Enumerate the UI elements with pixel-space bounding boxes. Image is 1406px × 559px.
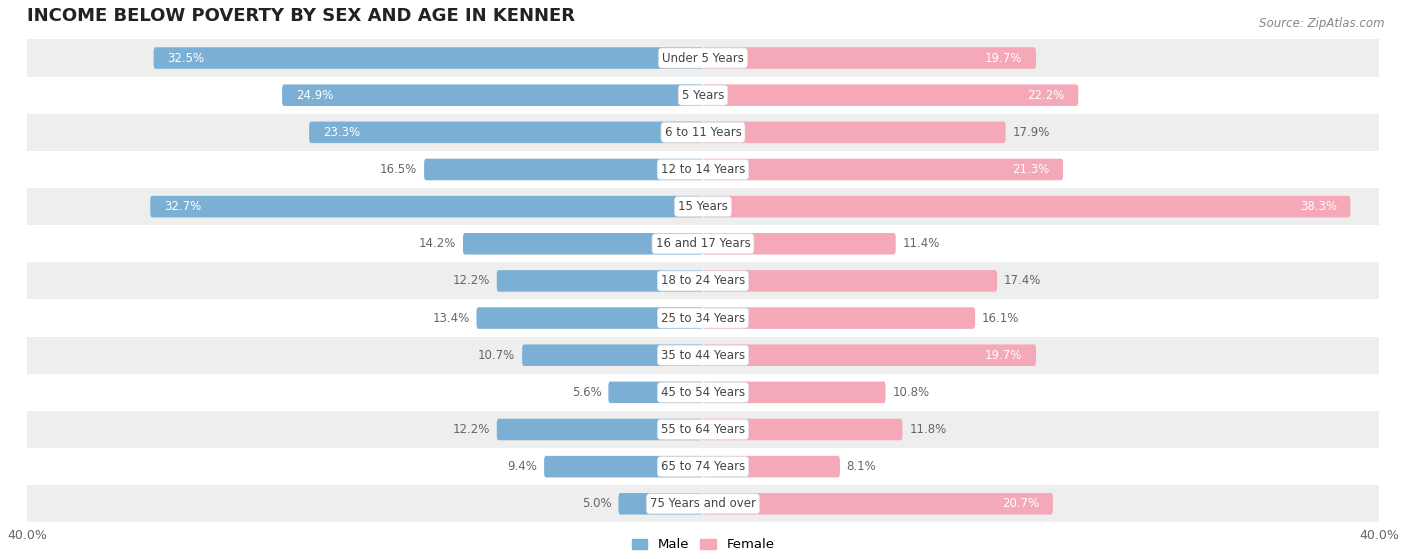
FancyBboxPatch shape [27, 225, 1379, 262]
Text: 35 to 44 Years: 35 to 44 Years [661, 349, 745, 362]
Text: 13.4%: 13.4% [433, 311, 470, 325]
Text: 8.1%: 8.1% [846, 460, 876, 473]
Text: 19.7%: 19.7% [986, 349, 1022, 362]
Text: 5 Years: 5 Years [682, 89, 724, 102]
FancyBboxPatch shape [703, 456, 839, 477]
FancyBboxPatch shape [153, 48, 703, 69]
Text: 32.7%: 32.7% [163, 200, 201, 213]
Text: INCOME BELOW POVERTY BY SEX AND AGE IN KENNER: INCOME BELOW POVERTY BY SEX AND AGE IN K… [27, 7, 575, 25]
Text: 6 to 11 Years: 6 to 11 Years [665, 126, 741, 139]
FancyBboxPatch shape [27, 300, 1379, 337]
Text: 32.5%: 32.5% [167, 51, 204, 64]
Text: 24.9%: 24.9% [295, 89, 333, 102]
FancyBboxPatch shape [150, 196, 703, 217]
FancyBboxPatch shape [463, 233, 703, 254]
Text: 20.7%: 20.7% [1002, 498, 1039, 510]
FancyBboxPatch shape [477, 307, 703, 329]
FancyBboxPatch shape [27, 448, 1379, 485]
Text: 16.5%: 16.5% [380, 163, 418, 176]
Text: 12.2%: 12.2% [453, 274, 491, 287]
Text: 9.4%: 9.4% [508, 460, 537, 473]
FancyBboxPatch shape [703, 419, 903, 440]
Text: 23.3%: 23.3% [323, 126, 360, 139]
FancyBboxPatch shape [703, 382, 886, 403]
Text: 5.6%: 5.6% [572, 386, 602, 399]
FancyBboxPatch shape [522, 344, 703, 366]
FancyBboxPatch shape [544, 456, 703, 477]
Text: Under 5 Years: Under 5 Years [662, 51, 744, 64]
Text: 12.2%: 12.2% [453, 423, 491, 436]
Text: 17.9%: 17.9% [1012, 126, 1050, 139]
Text: 10.8%: 10.8% [893, 386, 929, 399]
FancyBboxPatch shape [27, 262, 1379, 300]
Text: 21.3%: 21.3% [1012, 163, 1049, 176]
FancyBboxPatch shape [703, 48, 1036, 69]
Text: 12 to 14 Years: 12 to 14 Years [661, 163, 745, 176]
FancyBboxPatch shape [27, 411, 1379, 448]
FancyBboxPatch shape [27, 374, 1379, 411]
Text: 14.2%: 14.2% [419, 237, 456, 250]
Text: 75 Years and over: 75 Years and over [650, 498, 756, 510]
Text: 25 to 34 Years: 25 to 34 Years [661, 311, 745, 325]
Text: 38.3%: 38.3% [1301, 200, 1337, 213]
FancyBboxPatch shape [619, 493, 703, 515]
Text: 11.4%: 11.4% [903, 237, 939, 250]
FancyBboxPatch shape [425, 159, 703, 180]
FancyBboxPatch shape [703, 307, 976, 329]
Text: 15 Years: 15 Years [678, 200, 728, 213]
Legend: Male, Female: Male, Female [626, 533, 780, 557]
Text: 18 to 24 Years: 18 to 24 Years [661, 274, 745, 287]
Text: 16 and 17 Years: 16 and 17 Years [655, 237, 751, 250]
Text: 55 to 64 Years: 55 to 64 Years [661, 423, 745, 436]
Text: 16.1%: 16.1% [981, 311, 1019, 325]
FancyBboxPatch shape [496, 270, 703, 292]
FancyBboxPatch shape [27, 40, 1379, 77]
FancyBboxPatch shape [703, 270, 997, 292]
FancyBboxPatch shape [27, 485, 1379, 522]
Text: 10.7%: 10.7% [478, 349, 516, 362]
FancyBboxPatch shape [283, 84, 703, 106]
FancyBboxPatch shape [27, 77, 1379, 114]
FancyBboxPatch shape [703, 84, 1078, 106]
FancyBboxPatch shape [27, 114, 1379, 151]
FancyBboxPatch shape [703, 493, 1053, 515]
Text: 5.0%: 5.0% [582, 498, 612, 510]
FancyBboxPatch shape [609, 382, 703, 403]
FancyBboxPatch shape [703, 344, 1036, 366]
Text: Source: ZipAtlas.com: Source: ZipAtlas.com [1260, 17, 1385, 30]
Text: 22.2%: 22.2% [1028, 89, 1064, 102]
Text: 19.7%: 19.7% [986, 51, 1022, 64]
FancyBboxPatch shape [496, 419, 703, 440]
FancyBboxPatch shape [703, 159, 1063, 180]
FancyBboxPatch shape [703, 233, 896, 254]
FancyBboxPatch shape [309, 121, 703, 143]
FancyBboxPatch shape [703, 196, 1350, 217]
FancyBboxPatch shape [703, 121, 1005, 143]
FancyBboxPatch shape [27, 151, 1379, 188]
FancyBboxPatch shape [27, 337, 1379, 374]
Text: 65 to 74 Years: 65 to 74 Years [661, 460, 745, 473]
Text: 17.4%: 17.4% [1004, 274, 1042, 287]
Text: 11.8%: 11.8% [910, 423, 946, 436]
Text: 45 to 54 Years: 45 to 54 Years [661, 386, 745, 399]
FancyBboxPatch shape [27, 188, 1379, 225]
